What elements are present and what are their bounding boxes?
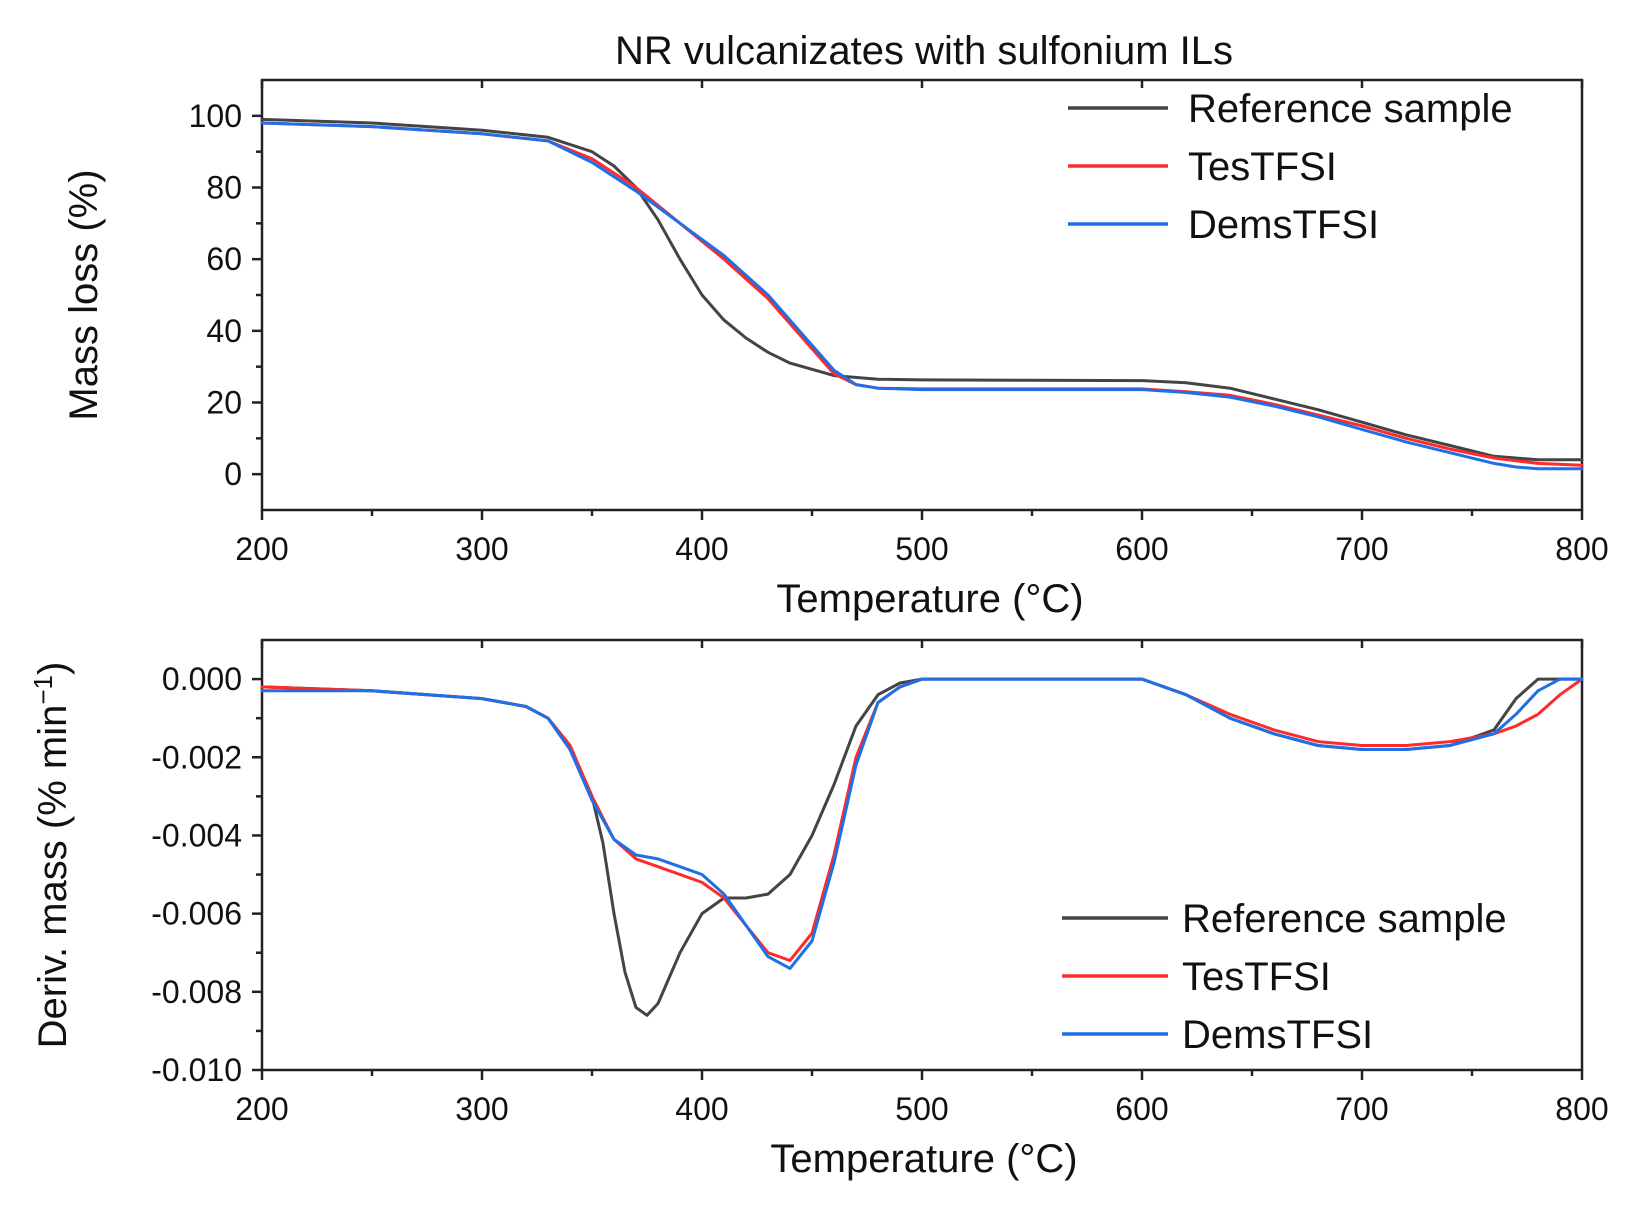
- y-axis-label: Mass loss (%): [62, 169, 106, 420]
- x-tick-label: 500: [895, 1091, 948, 1127]
- x-tick-label: 600: [1115, 1091, 1168, 1127]
- plot-frame: [260, 638, 1584, 1072]
- figure-title: NR vulcanizates with sulfonium ILs: [615, 29, 1233, 73]
- x-tick-label: 500: [895, 531, 948, 567]
- x-tick-label: 700: [1335, 531, 1388, 567]
- legend-label: DemsTFSI: [1182, 1013, 1373, 1057]
- mass-loss-chart: 200 300 400 500 600 700 800 0 20 40 60 80 100 Tempera…: [62, 78, 1609, 621]
- y-tick-label: -0.004: [151, 817, 242, 853]
- series-line-1: [260, 677, 1584, 962]
- series-line-0: [260, 117, 1584, 462]
- y-tick-label: -0.002: [151, 739, 242, 775]
- y-tick-label: 40: [206, 313, 242, 349]
- series-line-1: [260, 121, 1584, 467]
- x-tick-label: 200: [235, 1091, 288, 1127]
- x-tick-label: 600: [1115, 531, 1168, 567]
- x-tick-label: 300: [455, 531, 508, 567]
- plot-frame: [260, 78, 1584, 512]
- y-tick-label: -0.006: [151, 896, 242, 932]
- y-tick-label: 60: [206, 241, 242, 277]
- series-line-0: [260, 677, 1584, 1017]
- legend-label: Reference sample: [1182, 897, 1507, 941]
- y-axis-label-close: ): [31, 662, 75, 675]
- y-tick-label: -0.010: [151, 1052, 242, 1088]
- legend-label: DemsTFSI: [1188, 203, 1379, 247]
- x-tick-label: 800: [1555, 531, 1608, 567]
- deriv-mass-chart: 200 300 400 500 600 700 800 0.000 -0.002 -0.004 -0…: [28, 638, 1609, 1181]
- x-axis-label: Temperature (°C): [770, 1137, 1077, 1181]
- y-axis-label: Deriv. mass (% min−1): [28, 662, 75, 1049]
- series-line-2: [260, 121, 1584, 471]
- x-tick-label: 400: [675, 1091, 728, 1127]
- y-tick-label: 100: [189, 98, 242, 134]
- y-tick-label: 80: [206, 170, 242, 206]
- legend-label: Reference sample: [1188, 87, 1513, 131]
- x-tick-label: 700: [1335, 1091, 1388, 1127]
- x-axis-label: Temperature (°C): [776, 577, 1083, 621]
- legend-label: TesTFSI: [1188, 145, 1337, 189]
- y-tick-label: 0.000: [162, 661, 242, 697]
- x-tick-label: 800: [1555, 1091, 1608, 1127]
- x-tick-label: 200: [235, 531, 288, 567]
- legend-label: TesTFSI: [1182, 955, 1331, 999]
- series-line-2: [260, 677, 1584, 970]
- x-tick-label: 400: [675, 531, 728, 567]
- x-tick-label: 300: [455, 1091, 508, 1127]
- y-tick-label: 0: [224, 456, 242, 492]
- y-axis-label-superscript: −1: [28, 675, 58, 705]
- y-tick-label: 20: [206, 385, 242, 421]
- y-tick-label: -0.008: [151, 974, 242, 1010]
